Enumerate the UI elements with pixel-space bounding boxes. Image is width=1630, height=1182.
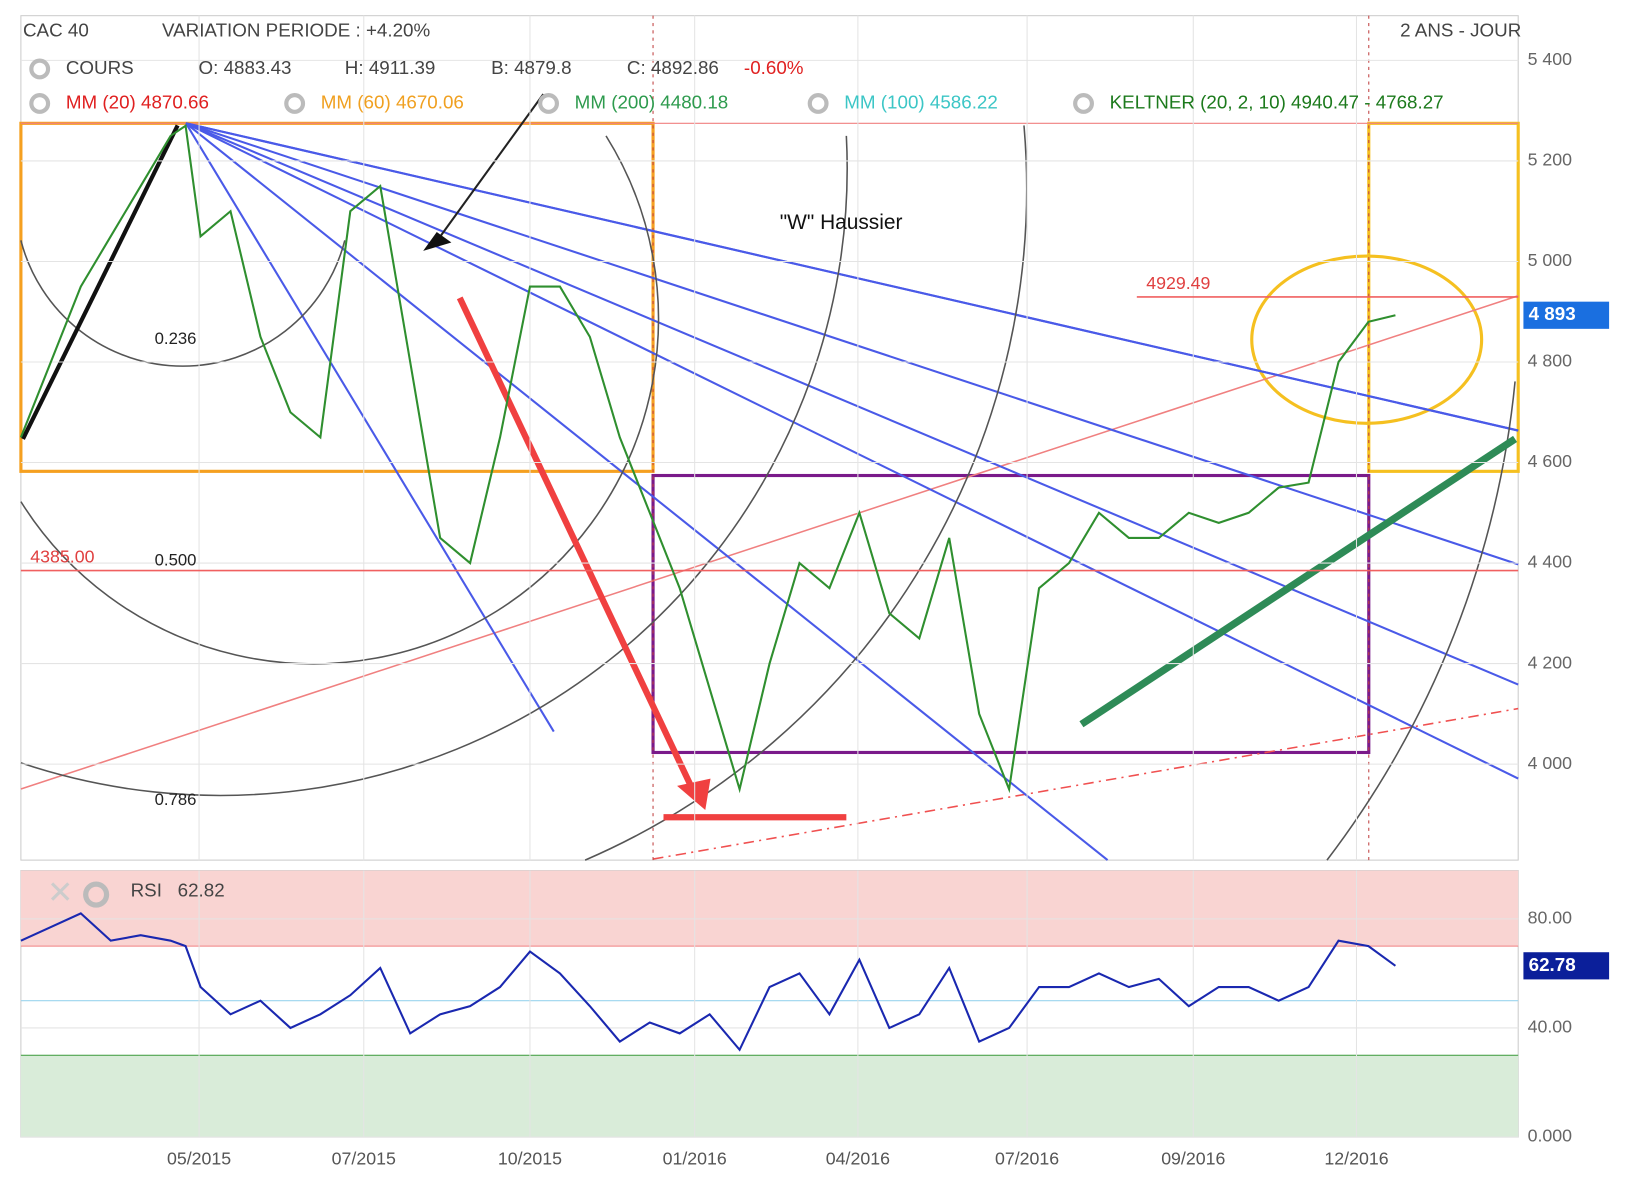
y-tick-label: 5 200	[1528, 150, 1573, 170]
gear-icon[interactable]	[29, 58, 51, 80]
fib-label: 0.786	[155, 790, 197, 809]
y-tick-label: 0.000	[1528, 1126, 1573, 1146]
gear-icon[interactable]	[83, 881, 110, 908]
y-tick-label: 4 600	[1528, 451, 1573, 471]
y-tick-label: 4 000	[1528, 753, 1573, 773]
fan-lines	[185, 122, 1519, 861]
gear-icon	[29, 93, 51, 114]
x-tick-label: 07/2015	[332, 1149, 396, 1169]
arrow	[432, 93, 545, 247]
price-panel	[20, 15, 1519, 861]
indicator-label: MM (20) 4870.66	[66, 91, 209, 112]
x-tick-label: 12/2016	[1324, 1149, 1388, 1169]
last-value-tag	[1523, 301, 1610, 329]
ohlc: B: 4879.8	[491, 57, 571, 78]
last-value-label: 62.78	[1529, 954, 1576, 975]
variation: VARIATION PERIODE : +4.20%	[162, 19, 431, 40]
rsi-name: RSI	[131, 879, 162, 900]
y-tick-label: 4 400	[1528, 552, 1573, 572]
y-tick-label: 80.00	[1528, 908, 1573, 928]
y-tick-label: 5 400	[1528, 49, 1573, 69]
ohlc: C: 4892.86	[627, 57, 719, 78]
x-tick-label: 05/2015	[167, 1149, 231, 1169]
x-tick-label: 04/2016	[826, 1149, 890, 1169]
close-icon[interactable]: ✕	[47, 875, 73, 910]
level-label: 4929.49	[1146, 273, 1210, 293]
y-tick-label: 4 200	[1528, 652, 1573, 672]
overbought-zone	[20, 870, 1519, 947]
gear-icon	[284, 93, 306, 114]
support-line	[1079, 435, 1518, 728]
x-tick-label: 07/2016	[995, 1149, 1059, 1169]
drawings	[19, 15, 1520, 1138]
x-tick-label: 01/2016	[663, 1149, 727, 1169]
x-tick-label: 09/2016	[1161, 1149, 1225, 1169]
arrowhead	[677, 778, 711, 810]
arrow	[456, 296, 698, 796]
fib-label: 0.236	[155, 329, 197, 348]
y-tick-label: 5 000	[1528, 250, 1573, 270]
ohlc: O: 4883.43	[199, 57, 292, 78]
circle	[1250, 254, 1484, 425]
last-value-tag	[1523, 952, 1610, 980]
annotation: "W" Haussier	[780, 211, 903, 234]
level-label: 4385.00	[30, 547, 94, 567]
indicator-label: MM (200) 4480.18	[575, 91, 729, 112]
ohlc: H: 4911.39	[345, 57, 436, 78]
period: 2 ANS - JOUR	[1400, 19, 1521, 40]
indicator-label: MM (60) 4670.06	[321, 91, 464, 112]
purple-box	[651, 473, 1371, 755]
gear-icon	[538, 93, 560, 114]
cours-label: COURS	[66, 57, 134, 78]
trend-line	[652, 707, 1519, 860]
symbol: CAC 40	[23, 19, 89, 40]
indicator-label: MM (100) 4586.22	[844, 91, 998, 112]
gear-icon	[807, 93, 829, 114]
oversold-zone	[20, 1055, 1519, 1138]
series-line	[19, 123, 1396, 794]
gear-icon	[1073, 93, 1094, 114]
arrowhead	[423, 232, 452, 251]
rsi-value: 62.82	[178, 879, 225, 900]
series-line	[20, 912, 1397, 1052]
last-value-label: 4 893	[1529, 303, 1576, 324]
trend-line	[21, 124, 180, 440]
y-tick-label: 40.00	[1528, 1017, 1573, 1037]
fib-label: 0.500	[155, 551, 197, 570]
indicator-label: KELTNER (20, 2, 10) 4940.47 - 4768.27	[1110, 91, 1444, 112]
x-tick-label: 10/2015	[498, 1149, 562, 1169]
y-tick-label: 4 800	[1528, 351, 1573, 371]
change: -0.60%	[744, 57, 804, 78]
trend-line	[20, 295, 1519, 790]
